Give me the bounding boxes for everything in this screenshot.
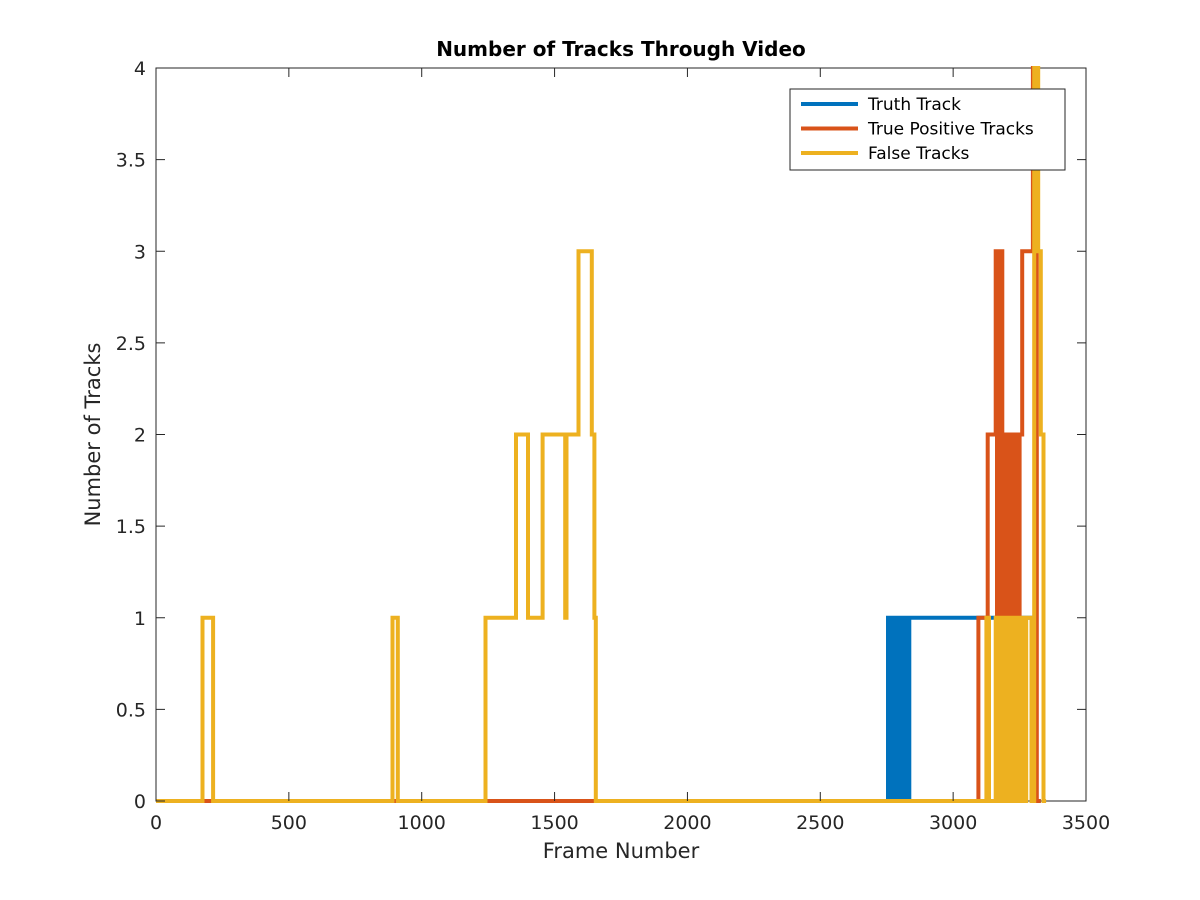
x-tick-label: 1000 [398,812,446,834]
y-tick-label: 1 [134,608,146,630]
y-tick-label: 0 [134,791,146,813]
x-tick-label: 3500 [1062,812,1110,834]
x-tick-label: 2000 [663,812,711,834]
legend-entry: True Positive Tracks [867,120,1034,140]
y-tick-label: 2.5 [116,333,146,355]
x-tick-label: 2500 [796,812,844,834]
y-tick-label: 1.5 [116,516,146,538]
truth-track-line [156,615,1041,803]
legend: Truth Track True Positive Tracks False Tra… [789,88,1066,171]
x-tick-label: 0 [150,812,162,834]
y-tick-label: 3.5 [116,150,146,172]
y-tick-label: 4 [134,58,146,80]
y-tick-label: 0.5 [116,699,146,721]
legend-entry: False Tracks [868,144,970,164]
y-axis-label: Number of Tracks [81,343,105,527]
y-tick-label: 3 [134,241,146,263]
y-tick-label: 2 [134,425,146,447]
false-tracks-line [156,66,1047,803]
ticks-layer: 0 500 1000 1500 2000 2500 3000 3500 0 0.5 1 1.5 2 2.5… [116,58,1110,834]
chart-title: Number of Tracks Through Video [436,37,806,61]
x-axis-label: Frame Number [543,839,700,863]
legend-entry: Truth Track [867,95,961,115]
x-tick-label: 500 [271,812,307,834]
series-layer [156,66,1047,803]
x-tick-label: 1500 [530,812,578,834]
x-tick-label: 3000 [929,812,977,834]
axes-box [155,67,1087,802]
plot-area [155,66,1087,803]
